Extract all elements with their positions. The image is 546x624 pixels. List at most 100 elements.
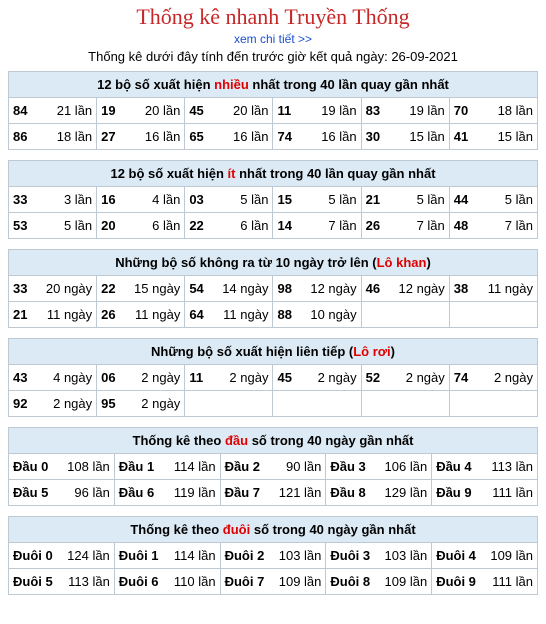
stat-number: 74 xyxy=(277,129,292,144)
stat-count: 6 lần xyxy=(152,218,181,233)
stat-pair: 86 18 lần xyxy=(13,129,92,144)
stat-pair: 33 3 lần xyxy=(13,192,92,207)
stat-pair: 26 7 lần xyxy=(366,218,445,233)
section5-table: Thống kê theo đầu số trong 40 ngày gần n… xyxy=(8,427,538,506)
section4-title: Những bộ số xuất hiện liên tiếp (Lô rơi) xyxy=(8,338,538,365)
stat-cell: 45 2 ngày xyxy=(272,364,362,391)
stat-cell xyxy=(448,301,539,328)
stat-cell: 16 4 lần xyxy=(96,186,186,213)
table-row: Đuôi 5 113 lần Đuôi 6 110 lần Đuôi 7 109 lần Đ… xyxy=(8,568,538,595)
stat-cell: Đuôi 0 124 lần xyxy=(8,542,115,569)
stat-count: 5 lần xyxy=(63,218,93,233)
stat-count: 15 lần xyxy=(409,129,445,144)
stat-number: 11 xyxy=(277,103,292,118)
stat-number: 15 xyxy=(277,192,292,207)
stat-count: 11 ngày xyxy=(46,307,93,322)
stat-count: 2 ngày xyxy=(317,370,357,385)
stat-count: 21 lần xyxy=(56,103,93,118)
stat-pair: Đuôi 7 109 lần xyxy=(225,574,322,589)
stat-pair: Đuôi 9 111 lần xyxy=(436,574,533,589)
section2-title-post: nhất trong 40 lần quay gần nhất xyxy=(235,166,436,181)
stat-count: 5 lần xyxy=(240,192,269,207)
stat-pair: Đầu 3 106 lần xyxy=(330,459,427,474)
stat-pair: 70 18 lần xyxy=(454,103,533,118)
stat-pair: Đuôi 8 109 lần xyxy=(330,574,427,589)
stat-pair: 92 2 ngày xyxy=(13,396,92,411)
stat-number: 03 xyxy=(189,192,204,207)
stat-count: 20 ngày xyxy=(45,281,93,296)
section6-title: Thống kê theo đuôi số trong 40 ngày gần … xyxy=(8,516,538,543)
stat-number: 06 xyxy=(101,370,116,385)
section3-title-hl: Lô khan xyxy=(376,255,427,270)
stat-number: 22 xyxy=(189,218,204,233)
stat-count: 119 lần xyxy=(173,485,216,500)
stat-number: 33 xyxy=(13,281,28,296)
stat-number: Đầu 9 xyxy=(436,485,472,500)
stat-cell: Đuôi 4 109 lần xyxy=(431,542,538,569)
stat-pair: Đuôi 5 113 lần xyxy=(13,574,110,589)
stat-pair: 33 20 ngày xyxy=(13,281,92,296)
stat-pair: Đuôi 2 103 lần xyxy=(225,548,322,563)
stat-number: 74 xyxy=(453,370,469,385)
stat-count: 16 lần xyxy=(233,129,269,144)
stat-pair: 14 7 lần xyxy=(277,218,356,233)
detail-link[interactable]: xem chi tiết >> xyxy=(233,32,313,46)
stat-count: 114 lần xyxy=(173,548,216,563)
stat-cell: 22 15 ngày xyxy=(96,275,186,302)
stat-number: Đầu 0 xyxy=(13,459,49,474)
stat-number: Đuôi 0 xyxy=(13,548,53,563)
stat-cell: Đầu 6 119 lần xyxy=(113,479,221,506)
stat-cell: 70 18 lần xyxy=(448,97,539,124)
stat-pair: 38 11 ngày xyxy=(454,281,533,296)
stat-pair: 84 21 lần xyxy=(13,103,92,118)
stat-number: 43 xyxy=(13,370,28,385)
section3-title-post: ) xyxy=(426,255,431,270)
stat-number: 84 xyxy=(13,103,28,118)
section1-title: 12 bộ số xuất hiện nhiều nhất trong 40 l… xyxy=(8,71,538,98)
stat-pair: 30 15 lần xyxy=(366,129,445,144)
section-spacer xyxy=(0,506,546,516)
stat-pair: 11 2 ngày xyxy=(189,370,268,385)
stat-count: 2 ngày xyxy=(141,370,181,385)
section1-title-hl: nhiều xyxy=(214,77,249,92)
stat-pair: 26 11 ngày xyxy=(101,307,180,322)
stat-number: Đuôi 5 xyxy=(13,574,53,589)
stat-pair: 27 16 lần xyxy=(101,129,180,144)
stat-count: 114 lần xyxy=(173,459,216,474)
stat-count: 3 lần xyxy=(63,192,93,207)
section6-title-post: số trong 40 ngày gần nhất xyxy=(250,522,416,537)
section2-title-hl: ít xyxy=(227,166,236,181)
stat-cell: 33 3 lần xyxy=(7,186,98,213)
table-row: Đầu 5 96 lần Đầu 6 119 lần Đầu 7 121 lần Đầu 8… xyxy=(8,479,538,506)
stat-count: 4 ngày xyxy=(53,370,93,385)
stat-pair: Đầu 6 119 lần xyxy=(119,485,216,500)
stat-count: 14 ngày xyxy=(222,281,269,296)
stat-cell: 21 5 lần xyxy=(360,186,450,213)
stat-count: 5 lần xyxy=(328,192,357,207)
stat-pair: Đuôi 1 114 lần xyxy=(119,548,216,563)
stat-number: 16 xyxy=(101,192,116,207)
stat-pair: 45 2 ngày xyxy=(277,370,356,385)
section6-table: Thống kê theo đuôi số trong 40 ngày gần … xyxy=(8,516,538,595)
stat-cell: 48 7 lần xyxy=(448,212,539,239)
stat-pair: 03 5 lần xyxy=(189,192,268,207)
table-row: 92 2 ngày 95 2 ngày xyxy=(7,390,539,417)
stat-number: 45 xyxy=(189,103,204,118)
stat-count: 111 lần xyxy=(492,574,533,589)
stat-number: Đuôi 9 xyxy=(436,574,476,589)
section4-title-pre: Những bộ số xuất hiện liên tiếp ( xyxy=(150,344,354,359)
stat-number: 19 xyxy=(101,103,116,118)
stat-cell: 92 2 ngày xyxy=(7,390,98,417)
table-row: 33 20 ngày 22 15 ngày 54 14 ngày 98 12 ngày 46 12… xyxy=(7,275,539,302)
stat-pair: 19 20 lần xyxy=(101,103,180,118)
stat-cell: 14 7 lần xyxy=(272,212,362,239)
stat-count: 113 lần xyxy=(68,574,110,589)
stat-number: 30 xyxy=(365,129,381,144)
stat-cell xyxy=(184,390,274,417)
stat-cell: 11 19 lần xyxy=(272,97,362,124)
stat-number: 98 xyxy=(277,281,292,296)
stat-pair: Đầu 1 114 lần xyxy=(119,459,216,474)
stat-pair: 43 4 ngày xyxy=(13,370,92,385)
stat-pair: 46 12 ngày xyxy=(366,281,445,296)
stat-count: 12 ngày xyxy=(398,281,445,296)
